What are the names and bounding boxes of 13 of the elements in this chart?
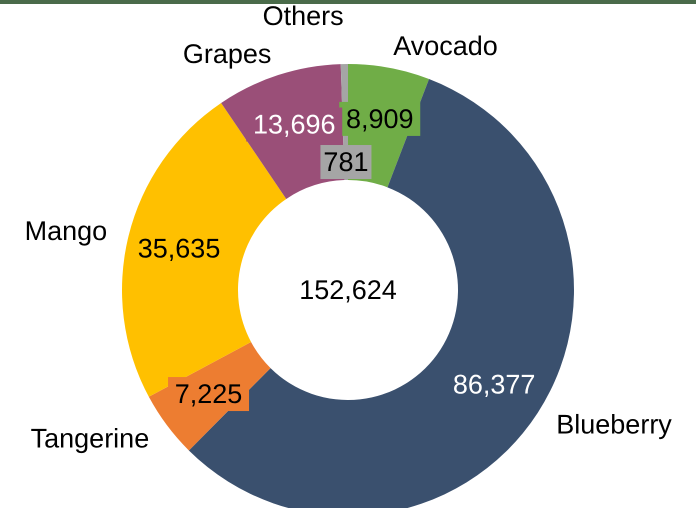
- data-label: 13,696: [252, 110, 336, 140]
- slice-label: Blueberry: [556, 410, 672, 440]
- text: 152,624: [299, 275, 397, 305]
- data-label: 35,635: [138, 233, 220, 264]
- slice-label: Tangerine: [30, 423, 150, 454]
- slice-label: Others: [262, 1, 344, 32]
- data-label: 7,225: [174, 379, 242, 410]
- data-label: 8,909: [346, 104, 414, 134]
- slice-label: Avocado: [393, 31, 498, 62]
- data-label: 781: [323, 147, 368, 178]
- slice-label: Mango: [24, 216, 108, 246]
- slice-label: Grapes: [182, 39, 272, 70]
- data-label: 86,377: [452, 369, 536, 400]
